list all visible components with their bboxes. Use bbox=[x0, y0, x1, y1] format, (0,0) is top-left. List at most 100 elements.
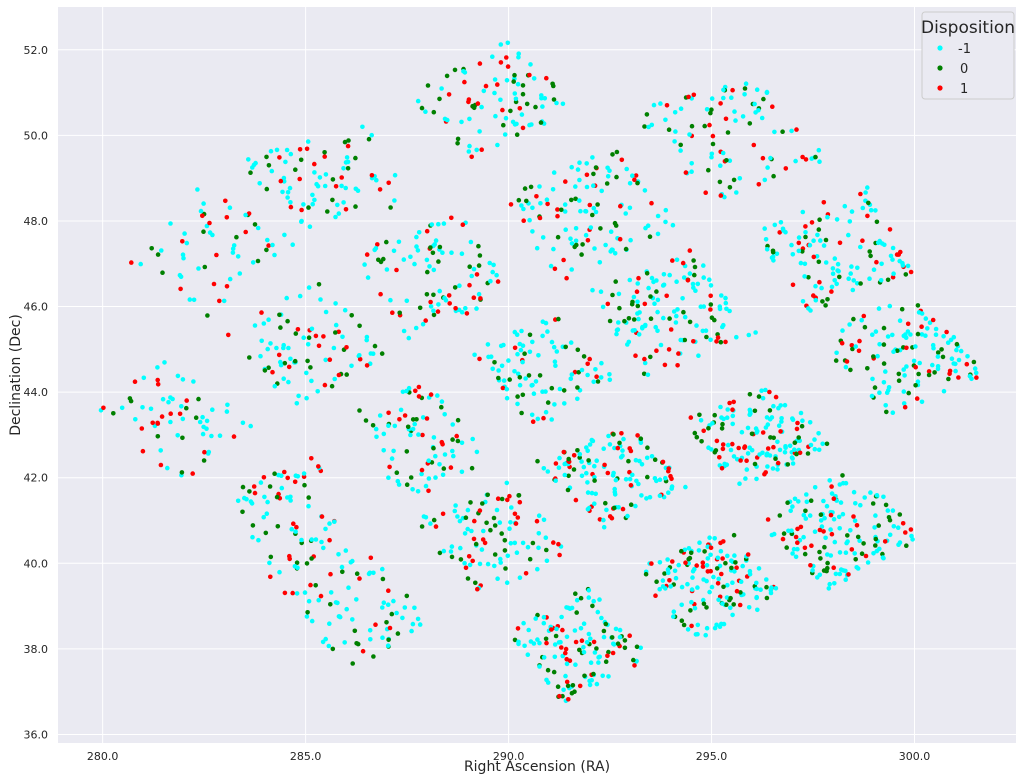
scatter-point--1 bbox=[541, 614, 547, 620]
scatter-point-1 bbox=[440, 442, 445, 447]
scatter-point--1 bbox=[723, 295, 728, 301]
scatter-point--1 bbox=[627, 476, 633, 482]
scatter-point-1 bbox=[605, 470, 611, 476]
scatter-point--1 bbox=[468, 239, 474, 245]
scatter-point--1 bbox=[267, 560, 272, 566]
scatter-point--1 bbox=[426, 458, 432, 464]
scatter-point--1 bbox=[746, 332, 752, 338]
scatter-point-0 bbox=[344, 372, 350, 377]
scatter-point-0 bbox=[697, 412, 702, 418]
scatter-point--1 bbox=[593, 367, 598, 372]
scatter-point--1 bbox=[724, 595, 730, 600]
scatter-point--1 bbox=[523, 376, 528, 381]
scatter-point-0 bbox=[501, 122, 506, 128]
scatter-point-0 bbox=[939, 347, 944, 352]
scatter-point--1 bbox=[336, 552, 341, 557]
scatter-point--1 bbox=[592, 474, 597, 480]
scatter-point--1 bbox=[288, 151, 294, 157]
scatter-point-1 bbox=[327, 537, 332, 543]
scatter-point-1 bbox=[710, 133, 716, 139]
scatter-point--1 bbox=[459, 309, 465, 315]
scatter-point--1 bbox=[956, 357, 962, 363]
scatter-point--1 bbox=[795, 546, 800, 552]
scatter-point--1 bbox=[855, 265, 860, 271]
scatter-point--1 bbox=[439, 86, 444, 91]
scatter-point--1 bbox=[592, 650, 598, 655]
scatter-point-0 bbox=[247, 355, 252, 360]
scatter-point--1 bbox=[369, 132, 375, 138]
scatter-point--1 bbox=[790, 461, 796, 466]
scatter-point--1 bbox=[277, 569, 282, 575]
scatter-point-1 bbox=[551, 540, 556, 545]
scatter-point--1 bbox=[170, 396, 175, 402]
scatter-point--1 bbox=[718, 404, 723, 410]
scatter-point-0 bbox=[874, 219, 880, 225]
scatter-point--1 bbox=[630, 173, 635, 178]
scatter-point-0 bbox=[551, 83, 556, 89]
scatter-point-1 bbox=[701, 428, 706, 434]
scatter-point--1 bbox=[879, 261, 884, 267]
scatter-point--1 bbox=[711, 574, 716, 580]
scatter-point-1 bbox=[809, 220, 815, 225]
scatter-point--1 bbox=[518, 347, 524, 353]
scatter-point--1 bbox=[461, 69, 466, 74]
scatter-point--1 bbox=[728, 605, 733, 611]
scatter-point-1 bbox=[132, 379, 138, 385]
scatter-point--1 bbox=[342, 307, 348, 313]
scatter-point--1 bbox=[579, 459, 584, 464]
scatter-point-1 bbox=[140, 448, 146, 454]
scatter-point-1 bbox=[829, 289, 834, 294]
scatter-point--1 bbox=[309, 537, 315, 542]
scatter-point-1 bbox=[667, 578, 672, 583]
scatter-point-1 bbox=[537, 215, 543, 221]
scatter-point--1 bbox=[611, 470, 616, 476]
scatter-point-1 bbox=[649, 561, 654, 566]
scatter-point--1 bbox=[586, 588, 592, 593]
scatter-point-1 bbox=[386, 180, 392, 186]
scatter-point--1 bbox=[790, 504, 795, 509]
scatter-point--1 bbox=[388, 297, 393, 303]
scatter-point-0 bbox=[555, 684, 561, 689]
scatter-point-1 bbox=[563, 650, 568, 656]
scatter-point-0 bbox=[499, 496, 505, 502]
scatter-point--1 bbox=[601, 524, 607, 530]
scatter-point--1 bbox=[604, 507, 609, 513]
scatter-point-0 bbox=[328, 602, 333, 607]
scatter-point--1 bbox=[857, 538, 862, 543]
scatter-point--1 bbox=[380, 605, 385, 610]
scatter-point--1 bbox=[281, 376, 287, 382]
scatter-point-0 bbox=[692, 430, 698, 436]
scatter-point-0 bbox=[825, 560, 830, 566]
scatter-point--1 bbox=[601, 634, 607, 640]
scatter-point-1 bbox=[863, 553, 869, 559]
scatter-point-0 bbox=[455, 141, 460, 146]
scatter-point--1 bbox=[184, 240, 190, 246]
scatter-point-0 bbox=[388, 205, 393, 210]
scatter-point-0 bbox=[853, 557, 858, 562]
scatter-point-1 bbox=[464, 311, 470, 316]
scatter-point--1 bbox=[466, 149, 472, 154]
scatter-point-0 bbox=[577, 455, 582, 460]
scatter-point-1 bbox=[744, 458, 749, 464]
scatter-point--1 bbox=[437, 288, 443, 294]
scatter-point--1 bbox=[519, 203, 524, 208]
scatter-point--1 bbox=[877, 342, 882, 347]
scatter-point--1 bbox=[406, 385, 412, 391]
scatter-point-1 bbox=[896, 252, 901, 257]
scatter-point--1 bbox=[930, 362, 935, 368]
scatter-point--1 bbox=[490, 269, 496, 275]
scatter-point--1 bbox=[640, 326, 645, 331]
scatter-point-0 bbox=[389, 611, 395, 617]
scatter-point-1 bbox=[795, 540, 800, 545]
scatter-point--1 bbox=[492, 563, 497, 569]
scatter-point-0 bbox=[491, 515, 497, 521]
scatter-point--1 bbox=[560, 101, 566, 107]
scatter-point--1 bbox=[201, 424, 206, 430]
x-tick-label: 290.0 bbox=[493, 750, 525, 763]
scatter-point-0 bbox=[520, 392, 526, 398]
scatter-point--1 bbox=[586, 595, 592, 600]
scatter-point-1 bbox=[475, 586, 480, 592]
scatter-point-0 bbox=[430, 250, 436, 256]
scatter-point--1 bbox=[285, 195, 290, 200]
scatter-point-0 bbox=[502, 548, 508, 553]
